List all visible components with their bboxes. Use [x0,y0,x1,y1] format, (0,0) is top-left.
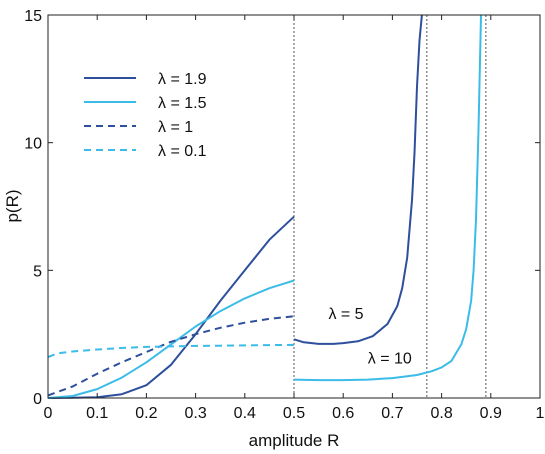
series-line-10 [293,14,482,382]
x-tick-label: 0.4 [234,405,256,422]
x-tick-label: 0.1 [86,405,108,422]
y-tick-label: 0 [33,391,42,408]
series-lines [47,14,482,399]
series-line-1p5 [47,279,295,399]
legend: λ = 1.9 λ = 1.5 λ = 1 λ = 0.1 [84,71,207,160]
series-line-1p9 [47,215,295,399]
series-line-0p1 [47,343,295,359]
y-tick-label: 10 [24,136,42,153]
y-axis-title: p(R) [3,189,22,222]
series-line-5 [293,14,423,345]
legend-label-1p5: λ = 1.5 [158,95,207,112]
x-axis-title: amplitude R [249,431,340,450]
y-tick-label: 15 [24,8,42,25]
legend-label-1p9: λ = 1.9 [158,71,207,88]
x-tick-label: 0.6 [332,405,354,422]
legend-label-0p1: λ = 0.1 [158,143,207,160]
annotations: λ = 5 λ = 10 [328,306,411,368]
series-line-1 [47,315,295,397]
x-tick-label: 0.7 [381,405,403,422]
x-tick-label: 1 [536,405,545,422]
x-tick-label: 0.3 [184,405,206,422]
annotation-10: λ = 10 [368,351,412,368]
x-tick-label: 0.5 [283,405,305,422]
legend-label-1: λ = 1 [158,119,193,136]
x-tick-label: 0.2 [135,405,157,422]
x-tick-label: 0.8 [430,405,452,422]
x-tick-label: 0.9 [480,405,502,422]
annotation-5: λ = 5 [328,306,363,323]
y-tick-label: 5 [33,263,42,280]
x-tick-label: 0 [44,405,53,422]
